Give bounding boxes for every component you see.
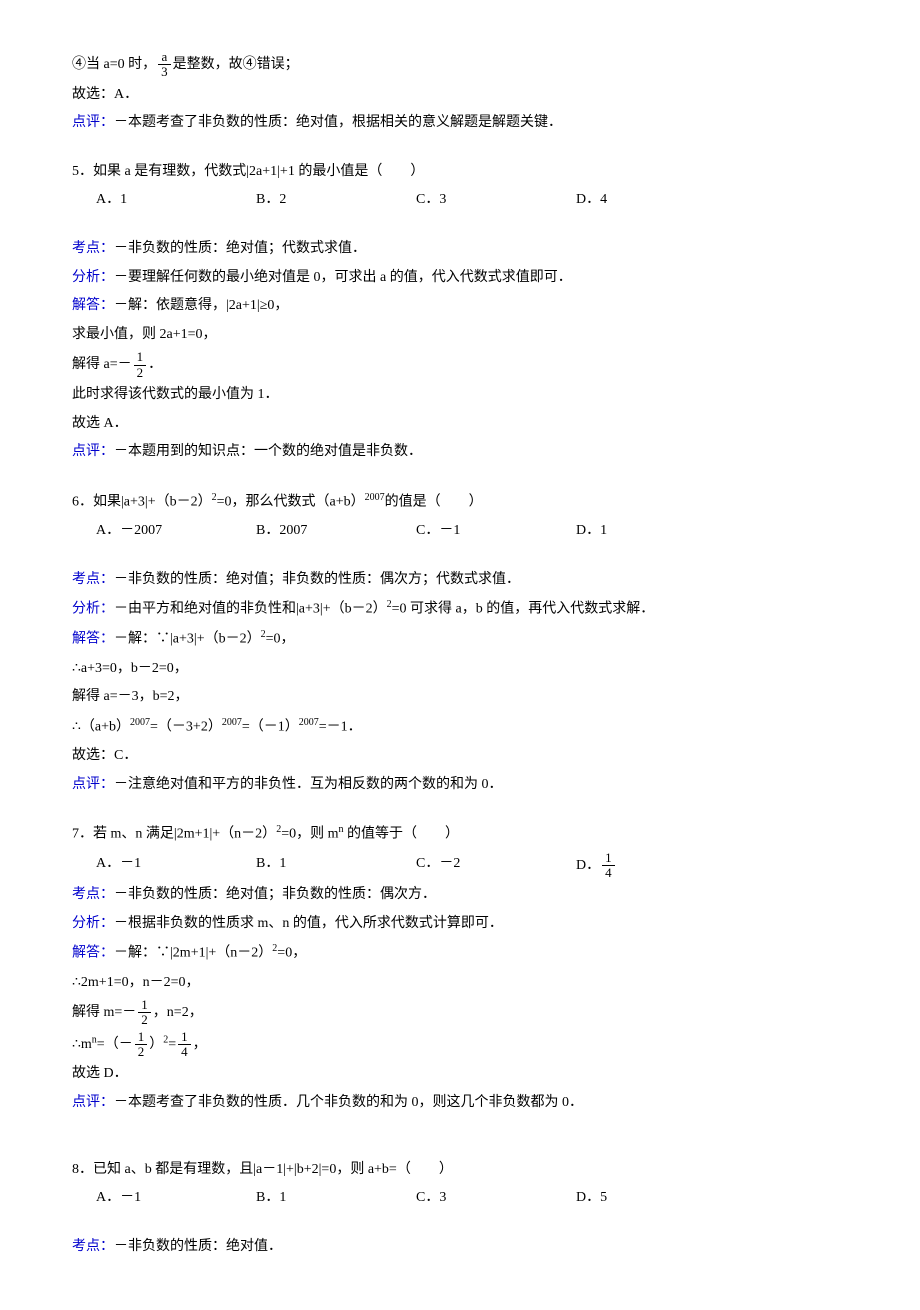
q5-fx-text: －要理解任何数的最小绝对值是 0，可求出 a 的值，代入代数式求值即可． — [114, 270, 572, 285]
q6-choice-c: C．－1 — [416, 518, 576, 545]
q6-jd-pre: －解：∵|a+3|+（b－2） — [114, 632, 261, 647]
q4-dp-text: －本题考查了非负数的性质：绝对值，根据相关的意义解题是解题关键． — [114, 115, 562, 130]
q6-choices: A．－2007 B．2007 C．－1 D．1 — [96, 518, 864, 545]
q6-dp: 点评：－注意绝对值和平方的非负性．互为相反数的两个数的和为 0． — [72, 772, 864, 799]
q7-choice-d: D．14 — [576, 851, 736, 881]
q6-stem-post: 的值是（ ） — [385, 494, 483, 509]
q5-choice-d: D．4 — [576, 187, 736, 214]
q6-jd-label: 解答： — [72, 632, 114, 647]
q6-kd-text: －非负数的性质：绝对值；非负数的性质：偶次方；代数式求值． — [114, 572, 520, 587]
q5-choice-c: C．3 — [416, 187, 576, 214]
q7-sol2-frac: 12 — [138, 998, 151, 1028]
q7-choice-d-frac: 14 — [602, 851, 615, 881]
q4-conclusion: 故选：A． — [72, 82, 864, 109]
q7-kd: 考点：－非负数的性质：绝对值；非负数的性质：偶次方． — [72, 882, 864, 909]
q5-frac: 12 — [134, 350, 147, 380]
q5-conclusion: 故选 A． — [72, 411, 864, 438]
q6-fx: 分析：－由平方和绝对值的非负性和|a+3|+（b－2）2=0 可求得 a，b 的… — [72, 595, 864, 623]
q6-choice-b: B．2007 — [256, 518, 416, 545]
q8-choice-a: A．－1 — [96, 1185, 256, 1212]
q7-jd: 解答：－解：∵|2m+1|+（n－2）2=0， — [72, 939, 864, 967]
q6-stem-sup2: 2007 — [365, 492, 385, 503]
q7-dp-text: －本题考查了非负数的性质．几个非负数的和为 0，则这几个非负数都为 0． — [114, 1095, 583, 1110]
q6-fx-pre: －由平方和绝对值的非负性和|a+3|+（b－2） — [114, 602, 387, 617]
q6-conclusion: 故选：C． — [72, 743, 864, 770]
q6-dp-label: 点评： — [72, 777, 114, 792]
q5-jd-label: 解答： — [72, 298, 114, 313]
q7-choice-d-pre: D． — [576, 858, 600, 873]
q6-kd-label: 考点： — [72, 572, 114, 587]
q7-sol1: ∴2m+1=0，n－2=0， — [72, 970, 864, 997]
q7-choice-c: C．－2 — [416, 851, 576, 881]
q6-jd-post: =0， — [266, 632, 295, 647]
q6-fx-label: 分析： — [72, 602, 114, 617]
q7-sol3-frac1: 12 — [135, 1030, 148, 1060]
q6-choice-a: A．－2007 — [96, 518, 256, 545]
q7-fx: 分析：－根据非负数的性质求 m、n 的值，代入所求代数式计算即可． — [72, 911, 864, 938]
q8-stem: 8．已知 a、b 都是有理数，且|a－1|+|b+2|=0，则 a+b=（ ） — [72, 1157, 864, 1184]
q7-dp-label: 点评： — [72, 1095, 114, 1110]
q7-jd-pre: －解：∵|2m+1|+（n－2） — [114, 946, 272, 961]
q7-jd-label: 解答： — [72, 946, 114, 961]
q7-conclusion: 故选 D． — [72, 1061, 864, 1088]
q5-sol2-pre: 解得 a=－ — [72, 357, 132, 372]
q6-dp-text: －注意绝对值和平方的非负性．互为相反数的两个数的和为 0． — [114, 777, 503, 792]
q5-choices: A．1 B．2 C．3 D．4 — [96, 187, 864, 214]
q5-dp-label: 点评： — [72, 444, 114, 459]
q8-kd: 考点：－非负数的性质：绝对值． — [72, 1234, 864, 1261]
q4-line1-pre: ④当 a=0 时， — [72, 57, 156, 72]
q4-line1: ④当 a=0 时，a3是整数，故④错误； — [72, 50, 864, 80]
q5-kd-label: 考点： — [72, 241, 114, 256]
q6-kd: 考点：－非负数的性质：绝对值；非负数的性质：偶次方；代数式求值． — [72, 567, 864, 594]
q8-choice-b: B．1 — [256, 1185, 416, 1212]
q6-sol3-pre: ∴（a+b） — [72, 720, 130, 735]
q7-fx-label: 分析： — [72, 916, 114, 931]
q6-jd: 解答：－解：∵|a+3|+（b－2）2=0， — [72, 625, 864, 653]
q7-choice-a: A．－1 — [96, 851, 256, 881]
q7-stem-pre: 7．若 m、n 满足|2m+1|+（n－2） — [72, 827, 276, 842]
q7-sol2: 解得 m=－12，n=2， — [72, 998, 864, 1028]
q6-sol3: ∴（a+b）2007=（－3+2）2007=（－1）2007=－1． — [72, 713, 864, 741]
q6-sol2: 解得 a=－3，b=2， — [72, 684, 864, 711]
q7-stem: 7．若 m、n 满足|2m+1|+（n－2）2=0，则 mn 的值等于（ ） — [72, 820, 864, 848]
q5-kd: 考点：－非负数的性质：绝对值；代数式求值． — [72, 236, 864, 263]
q8-choice-c: C．3 — [416, 1185, 576, 1212]
q7-fx-text: －根据非负数的性质求 m、n 的值，代入所求代数式计算即可． — [114, 916, 503, 931]
q5-sol1: 求最小值，则 2a+1=0， — [72, 322, 864, 349]
q5-choice-b: B．2 — [256, 187, 416, 214]
q8-kd-label: 考点： — [72, 1239, 114, 1254]
q5-jd: 解答：－解：依题意得，|2a+1|≥0， — [72, 293, 864, 320]
q5-jd-text: －解：依题意得，|2a+1|≥0， — [114, 298, 288, 313]
q7-choices: A．－1 B．1 C．－2 D．14 — [96, 851, 864, 881]
q8-choice-d: D．5 — [576, 1185, 736, 1212]
q5-sol2: 解得 a=－12． — [72, 350, 864, 380]
q5-stem: 5．如果 a 是有理数，代数式|2a+1|+1 的最小值是（ ） — [72, 159, 864, 186]
q5-dp-text: －本题用到的知识点：一个数的绝对值是非负数． — [114, 444, 422, 459]
q8-kd-text: －非负数的性质：绝对值． — [114, 1239, 282, 1254]
q5-kd-text: －非负数的性质：绝对值；代数式求值． — [114, 241, 366, 256]
q6-sol1: ∴a+3=0，b－2=0， — [72, 656, 864, 683]
q4-dp: 点评：－本题考查了非负数的性质：绝对值，根据相关的意义解题是解题关键． — [72, 110, 864, 137]
q6-stem: 6．如果|a+3|+（b－2）2=0，那么代数式（a+b）2007的值是（ ） — [72, 488, 864, 516]
q5-sol3: 此时求得该代数式的最小值为 1． — [72, 382, 864, 409]
q7-kd-label: 考点： — [72, 887, 114, 902]
q7-sol3: ∴mn=（－12）2=14， — [72, 1030, 864, 1060]
q4-dp-label: 点评： — [72, 115, 114, 130]
q4-frac: a3 — [158, 50, 171, 80]
q8-choices: A．－1 B．1 C．3 D．5 — [96, 1185, 864, 1212]
q5-fx-label: 分析： — [72, 270, 114, 285]
q5-sol2-post: ． — [148, 357, 162, 372]
q5-fx: 分析：－要理解任何数的最小绝对值是 0，可求出 a 的值，代入代数式求值即可． — [72, 265, 864, 292]
q6-stem-mid: =0，那么代数式（a+b） — [217, 494, 365, 509]
q6-fx-post: =0 可求得 a，b 的值，再代入代数式求解． — [392, 602, 655, 617]
q5-dp: 点评：－本题用到的知识点：一个数的绝对值是非负数． — [72, 439, 864, 466]
q7-choice-b: B．1 — [256, 851, 416, 881]
q6-stem-pre: 6．如果|a+3|+（b－2） — [72, 494, 212, 509]
q6-choice-d: D．1 — [576, 518, 736, 545]
q5-choice-a: A．1 — [96, 187, 256, 214]
q4-line1-post: 是整数，故④错误； — [173, 57, 299, 72]
q7-dp: 点评：－本题考查了非负数的性质．几个非负数的和为 0，则这几个非负数都为 0． — [72, 1090, 864, 1117]
q7-sol3-frac2: 14 — [178, 1030, 191, 1060]
q7-kd-text: －非负数的性质：绝对值；非负数的性质：偶次方． — [114, 887, 436, 902]
